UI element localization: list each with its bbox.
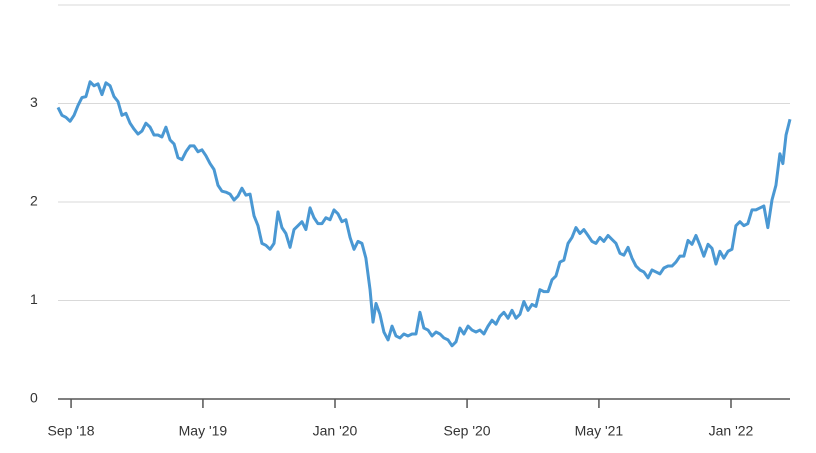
y-tick-label: 2	[30, 193, 38, 209]
data-line	[56, 80, 792, 348]
x-tick-label: Sep '18	[48, 423, 95, 439]
y-tick-label: 3	[30, 94, 38, 110]
x-tick-label: Jan '22	[709, 423, 754, 439]
y-tick-label: 0	[30, 390, 38, 406]
y-tick-label: 1	[30, 291, 38, 307]
x-tick-label: Jan '20	[313, 423, 358, 439]
x-tick-label: May '21	[575, 423, 624, 439]
x-tick-label: Sep '20	[444, 423, 491, 439]
x-tick-label: May '19	[179, 423, 228, 439]
